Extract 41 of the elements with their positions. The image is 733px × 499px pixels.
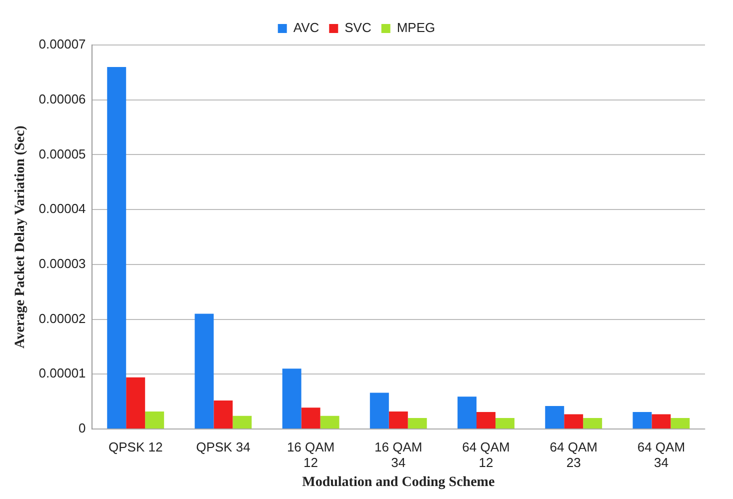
- x-tick-label: 16 QAM 34: [374, 439, 422, 470]
- bar: [107, 66, 126, 428]
- legend-label: SVC: [344, 20, 372, 36]
- y-tick-label: 0.00004: [38, 201, 86, 216]
- bar: [495, 418, 514, 428]
- bar: [476, 412, 496, 428]
- bar: [458, 396, 477, 428]
- x-tick-label: QPSK 34: [196, 439, 250, 454]
- bar: [370, 392, 389, 428]
- bar: [632, 412, 652, 428]
- bar: [388, 411, 408, 428]
- y-tick-label: 0.00002: [38, 310, 86, 326]
- bar: [232, 416, 252, 428]
- bar: [320, 416, 340, 428]
- y-tick-label: 0.00001: [38, 366, 86, 381]
- y-tick-label: 0.00006: [38, 91, 86, 106]
- bar: [301, 408, 320, 428]
- bar: [126, 377, 146, 428]
- legend-label: AVC: [293, 20, 320, 36]
- bar: [282, 368, 302, 428]
- y-tick-label: 0.00003: [38, 256, 86, 272]
- bar: [564, 414, 584, 428]
- x-tick-label: QPSK 12: [108, 439, 163, 454]
- bar: [408, 418, 427, 428]
- y-tick-label: 0.00005: [38, 146, 86, 162]
- bar: [214, 400, 233, 428]
- bar: [583, 418, 602, 428]
- x-tick-label: 16 QAM 12: [286, 439, 335, 470]
- legend-label: MPEG: [396, 20, 436, 36]
- y-tick-label: 0.00007: [38, 36, 86, 52]
- bar: [652, 414, 671, 428]
- bar: [545, 406, 564, 428]
- x-tick-label: 64 QAM 12: [462, 439, 510, 470]
- x-tick-label: 64 QAM 34: [637, 439, 686, 470]
- y-tick-label: 0: [78, 420, 86, 436]
- bar: [145, 411, 164, 428]
- y-axis-title: Average Packet Delay Variation (Sec): [13, 125, 28, 348]
- x-tick-label: 64 QAM 23: [550, 439, 598, 470]
- bar: [194, 314, 214, 428]
- x-axis-title: Modulation and Coding Scheme: [302, 475, 495, 490]
- bar: [670, 418, 690, 428]
